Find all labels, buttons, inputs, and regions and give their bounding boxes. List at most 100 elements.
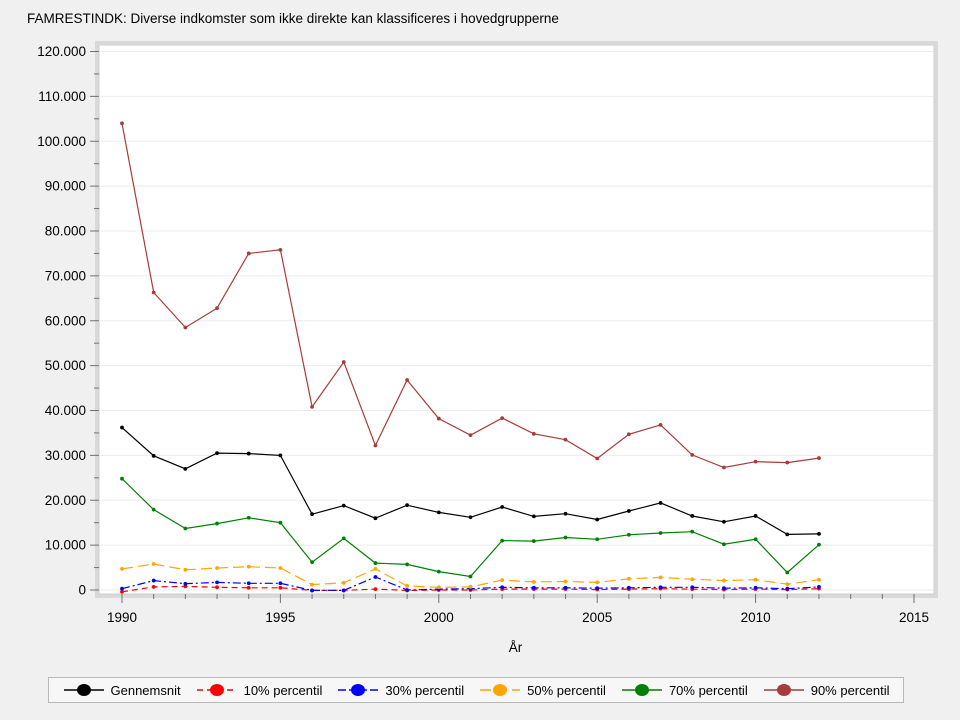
- series-marker-3: [626, 576, 631, 581]
- series-marker-4: [563, 535, 568, 540]
- series-marker-5: [817, 456, 821, 460]
- legend-label: 90% percentil: [810, 682, 890, 698]
- series-marker-4: [310, 560, 314, 565]
- x-tick-label: 1995: [265, 610, 295, 625]
- series-marker-5: [436, 416, 441, 421]
- series-marker-5: [785, 460, 790, 465]
- series-marker-5: [341, 360, 346, 364]
- y-tick-label: 100.000: [37, 134, 86, 149]
- legend-marker-icon: [338, 684, 379, 696]
- series-marker-3: [753, 577, 758, 582]
- series-marker-2: [531, 585, 536, 590]
- series-marker-0: [658, 501, 663, 505]
- series-marker-2: [753, 585, 758, 590]
- series-marker-5: [690, 453, 695, 457]
- series-marker-5: [563, 437, 568, 442]
- series-marker-3: [468, 584, 473, 589]
- series-marker-3: [215, 566, 219, 570]
- series-marker-1: [373, 587, 378, 592]
- plot-background: [98, 44, 935, 595]
- series-marker-1: [215, 585, 219, 590]
- series-marker-4: [753, 537, 758, 542]
- series-marker-0: [690, 514, 695, 518]
- series-marker-4: [405, 562, 410, 567]
- series-marker-4: [436, 569, 441, 574]
- series-marker-4: [373, 561, 378, 565]
- series-marker-3: [690, 577, 695, 582]
- series-marker-0: [436, 510, 441, 515]
- series-line-1: [121, 585, 820, 593]
- series-marker-2: [626, 585, 631, 590]
- y-tick-label: 40.000: [45, 403, 86, 418]
- series-marker-3: [658, 575, 663, 580]
- series-marker-1: [246, 585, 251, 590]
- series-marker-3: [785, 582, 790, 587]
- series-marker-3: [151, 562, 156, 566]
- x-tick-label: 2015: [899, 610, 929, 625]
- series-marker-0: [722, 519, 726, 524]
- series-marker-1: [120, 589, 124, 594]
- x-tick-label: 2005: [582, 610, 612, 625]
- series-marker-3: [436, 585, 441, 590]
- series-marker-0: [626, 509, 631, 513]
- series-marker-0: [563, 511, 568, 516]
- series-marker-4: [531, 539, 536, 543]
- series-marker-5: [215, 306, 219, 311]
- series-marker-4: [595, 537, 600, 542]
- legend-marker-icon: [63, 684, 104, 696]
- series-marker-2: [278, 581, 283, 586]
- series-marker-5: [531, 431, 536, 436]
- series-marker-5: [183, 325, 188, 330]
- series-marker-0: [341, 503, 346, 508]
- series-marker-5: [405, 378, 410, 382]
- series-marker-2: [817, 584, 821, 589]
- x-tick-label: 2000: [424, 610, 454, 625]
- chart-title: FAMRESTINDK: Diverse indkomster som ikke…: [27, 11, 559, 26]
- legend: Gennemsnit 10% percentil 30% percentil 50% …: [48, 677, 904, 703]
- series-marker-2: [722, 586, 726, 591]
- series-marker-0: [405, 503, 410, 508]
- series-marker-4: [817, 542, 821, 547]
- series-marker-0: [120, 425, 124, 430]
- series-marker-5: [120, 121, 124, 126]
- series-marker-0: [246, 451, 251, 456]
- series-marker-0: [595, 517, 600, 522]
- series-marker-4: [658, 531, 663, 535]
- series-marker-4: [151, 507, 156, 512]
- series-marker-2: [658, 585, 663, 590]
- series-marker-3: [246, 564, 251, 569]
- series-marker-2: [405, 588, 410, 592]
- series-marker-5: [468, 433, 473, 438]
- series-marker-1: [278, 585, 283, 590]
- series-marker-2: [595, 586, 600, 591]
- legend-marker-icon: [480, 684, 521, 696]
- series-marker-0: [310, 512, 314, 517]
- legend-item-gennemsnit: Gennemsnit: [63, 682, 181, 698]
- series-marker-2: [690, 585, 695, 590]
- y-tick-label: 50.000: [45, 358, 86, 373]
- series-marker-2: [120, 586, 124, 591]
- legend-label: 10% percentil: [243, 682, 323, 698]
- series-marker-5: [722, 465, 726, 470]
- series-marker-0: [785, 532, 790, 537]
- legend-item-50-percentil: 50% percentil: [479, 682, 606, 698]
- y-tick-label: 30.000: [45, 448, 86, 463]
- series-marker-2: [310, 588, 314, 593]
- series-marker-5: [595, 456, 600, 461]
- y-tick-label: 110.000: [38, 89, 86, 104]
- plot-area: 0 10.000 20.000 30.000 40.000 50.000 60.000 70.…: [37, 41, 938, 655]
- series-marker-4: [626, 532, 631, 537]
- legend-item-30-percentil: 30% percentil: [337, 682, 464, 698]
- y-tick-label: 90.000: [45, 179, 86, 194]
- legend-marker-icon: [763, 684, 804, 696]
- series-marker-2: [183, 581, 188, 586]
- legend-item-90-percentil: 90% percentil: [763, 682, 890, 698]
- legend-item-10-percentil: 10% percentil: [196, 682, 323, 698]
- y-tick-label: 0: [78, 583, 86, 598]
- series-marker-3: [531, 580, 536, 584]
- series-marker-0: [151, 453, 156, 458]
- series-marker-4: [215, 521, 219, 526]
- legend-label: 30% percentil: [385, 682, 465, 698]
- series-marker-5: [373, 443, 378, 448]
- series-marker-3: [500, 578, 505, 583]
